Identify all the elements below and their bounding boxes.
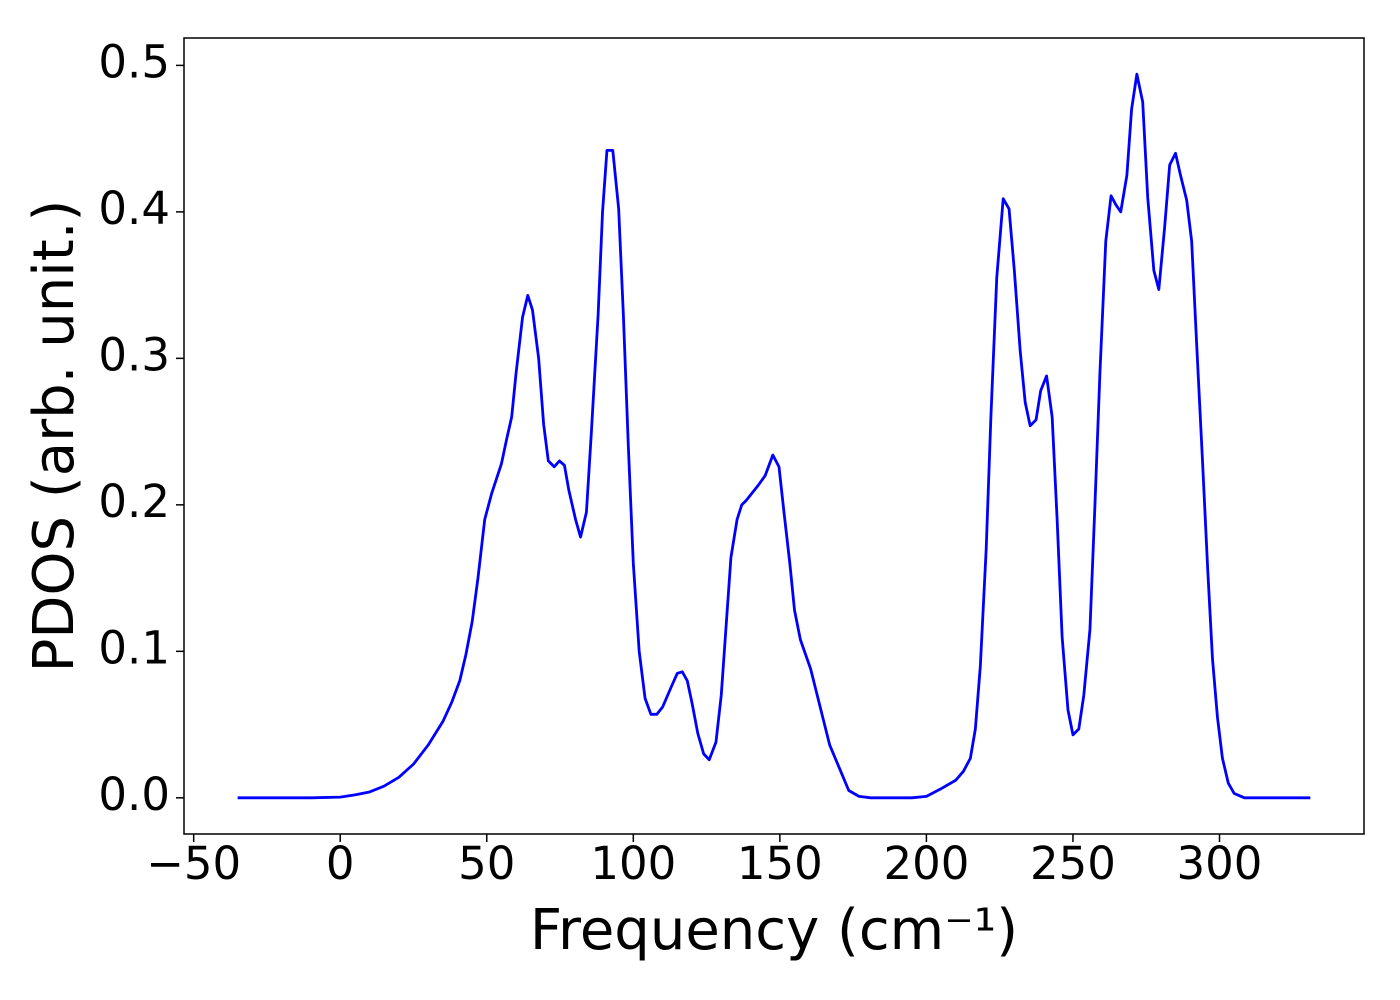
y-tick-label: 0.1	[98, 621, 170, 674]
y-tick-label: 0.0	[98, 768, 170, 821]
x-tick-label: 250	[1030, 837, 1116, 890]
x-tick-label: 300	[1177, 837, 1263, 890]
x-tick-label: 0	[326, 837, 355, 890]
data-line	[237, 72, 1311, 800]
y-tick-label: 0.4	[98, 182, 170, 235]
y-tick-label: 0.5	[98, 35, 170, 88]
x-tick-label: 150	[737, 837, 823, 890]
x-tick-label: 100	[590, 837, 676, 890]
y-tick-label: 0.3	[98, 328, 170, 381]
x-axis-label: Frequency (cm⁻¹)	[530, 898, 1018, 963]
x-tick-label: 200	[883, 837, 969, 890]
y-tick-label: 0.2	[98, 475, 170, 528]
x-tick-label: 50	[458, 837, 515, 890]
x-tick-label: −50	[146, 837, 241, 890]
plot-frame	[183, 37, 1365, 835]
y-axis-label: PDOS (arb. unit.)	[22, 200, 87, 673]
